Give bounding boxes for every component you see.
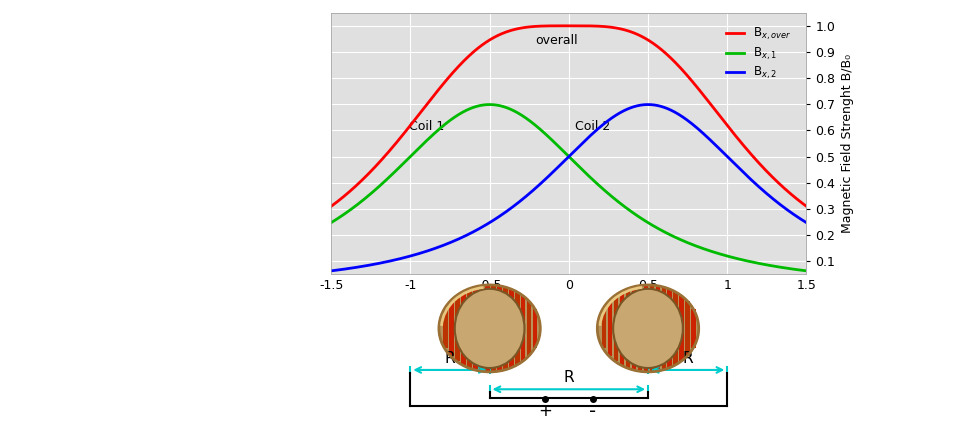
Bar: [462, 292, 466, 365]
Bar: [613, 296, 618, 361]
Bar: [661, 287, 666, 370]
Bar: [455, 296, 460, 361]
Bar: [492, 285, 495, 372]
Bar: [626, 289, 630, 368]
Bar: [503, 287, 508, 370]
Bar: [667, 289, 672, 368]
Bar: [479, 286, 484, 371]
Bar: [637, 286, 642, 371]
Text: R: R: [564, 371, 574, 385]
Ellipse shape: [455, 289, 524, 368]
Bar: [449, 301, 454, 356]
Y-axis label: Magnetic Field Strenght B/B₀: Magnetic Field Strenght B/B₀: [841, 54, 854, 233]
Bar: [602, 309, 607, 348]
Text: Coil 2: Coil 2: [575, 120, 611, 133]
Bar: [685, 301, 690, 356]
Bar: [485, 285, 490, 372]
Bar: [468, 289, 471, 368]
Bar: [620, 292, 624, 365]
Ellipse shape: [613, 289, 683, 368]
Text: -: -: [589, 402, 596, 421]
Bar: [632, 287, 636, 370]
Bar: [680, 296, 684, 361]
Legend: B$_{x,over}$, B$_{x,1}$, B$_{x,2}$: B$_{x,over}$, B$_{x,1}$, B$_{x,2}$: [721, 21, 796, 86]
Text: Coil 1: Coil 1: [409, 120, 444, 133]
Text: +: +: [539, 402, 552, 420]
Ellipse shape: [439, 285, 540, 372]
Bar: [656, 286, 660, 371]
Bar: [527, 301, 532, 356]
Text: R: R: [444, 351, 455, 366]
Ellipse shape: [597, 285, 699, 372]
Text: R: R: [683, 351, 693, 366]
Bar: [473, 287, 478, 370]
Bar: [673, 292, 678, 365]
Bar: [497, 286, 502, 371]
Bar: [533, 309, 538, 348]
Bar: [650, 285, 654, 372]
Bar: [691, 309, 696, 348]
Bar: [608, 301, 612, 356]
Bar: [444, 309, 448, 348]
Bar: [515, 292, 519, 365]
Bar: [521, 296, 525, 361]
Bar: [509, 289, 514, 368]
Text: overall: overall: [535, 34, 578, 47]
Bar: [643, 285, 648, 372]
